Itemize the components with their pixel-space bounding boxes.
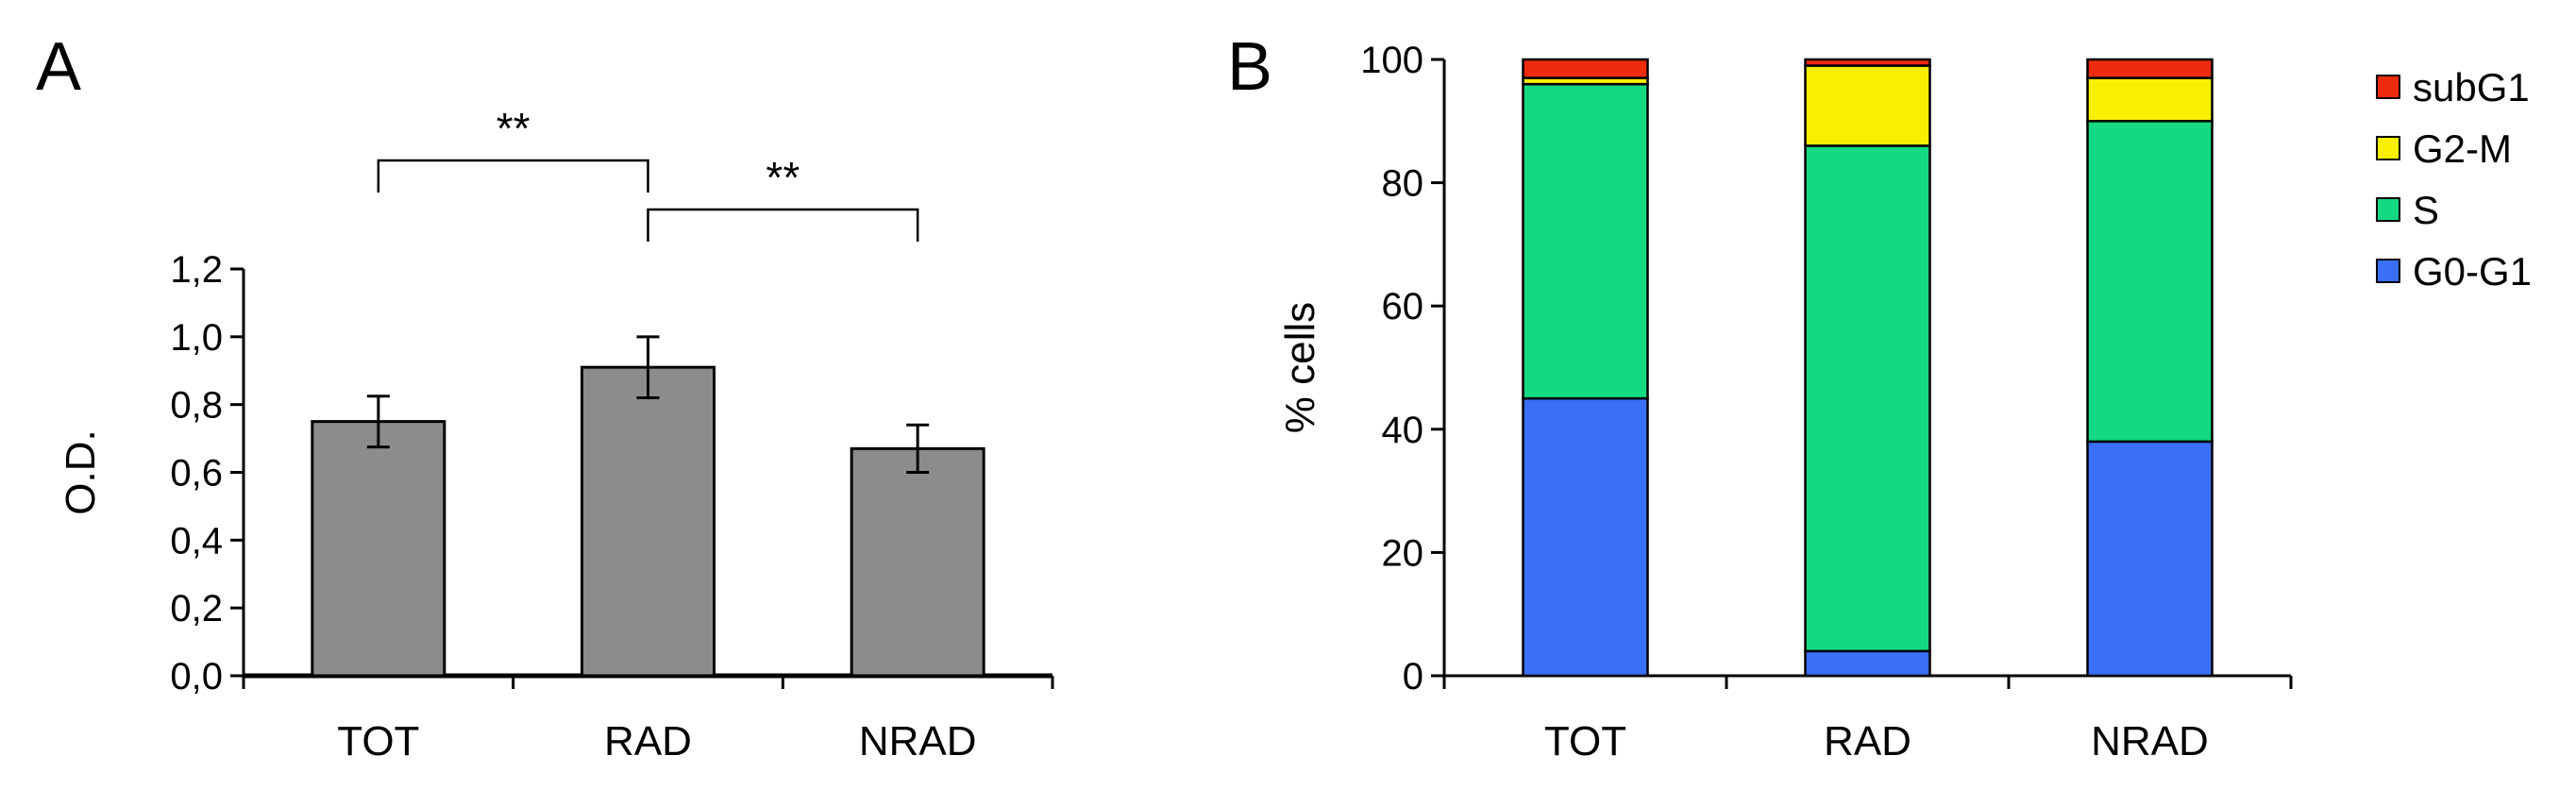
segment-g0-g1-tot <box>1522 396 1649 678</box>
significance-label: ** <box>497 104 530 153</box>
significance-bracket <box>647 208 919 242</box>
significance-label: ** <box>766 153 800 202</box>
y-tick-label: 1,2 <box>170 249 223 291</box>
panel-b: B 0 20 40 60 80 100 % cells TOT RAD NRAD subG1 G2-M… <box>1227 29 2532 764</box>
y-tick-label: 0,4 <box>170 520 223 562</box>
y-tick-label: 0 <box>1403 656 1423 697</box>
y-axis-label: O.D. <box>58 429 104 514</box>
category-label: NRAD <box>859 718 977 764</box>
legend-label: G0-G1 <box>2413 249 2532 294</box>
legend-item-s: S <box>2376 188 2439 232</box>
category-label: RAD <box>1824 718 1911 764</box>
legend-item-subg1: subG1 <box>2376 65 2530 109</box>
y-tick-label: 20 <box>1382 532 1424 574</box>
bar-nrad <box>850 446 985 678</box>
segment-g2-m-rad <box>1804 64 1931 147</box>
y-tick-label: 100 <box>1360 40 1423 81</box>
legend-swatch <box>2376 259 2400 283</box>
panel-a: A 0,0 0,2 0,4 0,6 0,8 1,0 1,2 O.D. TOT RAD NRAD ** *… <box>36 29 1054 764</box>
segment-s-nrad <box>2086 120 2214 444</box>
y-tick-label: 80 <box>1382 163 1424 205</box>
segment-subg1-nrad <box>2086 58 2214 79</box>
legend-swatch <box>2376 197 2400 222</box>
legend-item-g0-g1: G0-G1 <box>2376 249 2532 294</box>
y-tick-label: 0,8 <box>170 385 223 427</box>
category-label: NRAD <box>2091 718 2209 764</box>
legend-swatch <box>2376 75 2400 99</box>
legend-label: G2-M <box>2413 126 2512 171</box>
panel-b-letter: B <box>1227 29 1272 105</box>
segment-g0-g1-rad <box>1804 649 1931 678</box>
y-tick-label: 0,2 <box>170 588 223 630</box>
y-tick-label: 0,6 <box>170 453 223 495</box>
y-tick-label: 40 <box>1382 410 1424 451</box>
category-label: RAD <box>604 718 692 764</box>
legend-item-g2-m: G2-M <box>2376 126 2512 171</box>
panel-b-plot: 0 20 40 60 80 100 % cells TOT RAD NRAD subG1 G2-M SG… <box>1277 40 2532 764</box>
segment-subg1-rad <box>1804 58 1931 67</box>
segment-g2-m-nrad <box>2086 76 2214 123</box>
legend-label: S <box>2413 188 2439 232</box>
segment-subg1-tot <box>1522 58 1649 79</box>
bar-tot <box>311 420 446 678</box>
y-tick-label: 1,0 <box>170 317 223 359</box>
category-label: TOT <box>337 718 419 764</box>
legend-swatch <box>2376 136 2400 160</box>
category-label: TOT <box>1544 718 1626 764</box>
legend-label: subG1 <box>2413 65 2530 109</box>
panel-a-plot: 0,0 0,2 0,4 0,6 0,8 1,0 1,2 O.D. TOT RAD NRAD ** ** <box>58 104 1054 764</box>
y-tick-label: 0,0 <box>170 656 223 697</box>
panel-a-letter: A <box>36 29 81 105</box>
segment-g0-g1-nrad <box>2086 440 2214 678</box>
segment-s-rad <box>1804 144 1931 653</box>
y-tick-label: 60 <box>1382 286 1424 327</box>
bar-rad <box>581 365 716 678</box>
segment-s-tot <box>1522 82 1649 400</box>
significance-bracket <box>377 159 649 193</box>
y-axis-label: % cells <box>1277 302 1323 433</box>
